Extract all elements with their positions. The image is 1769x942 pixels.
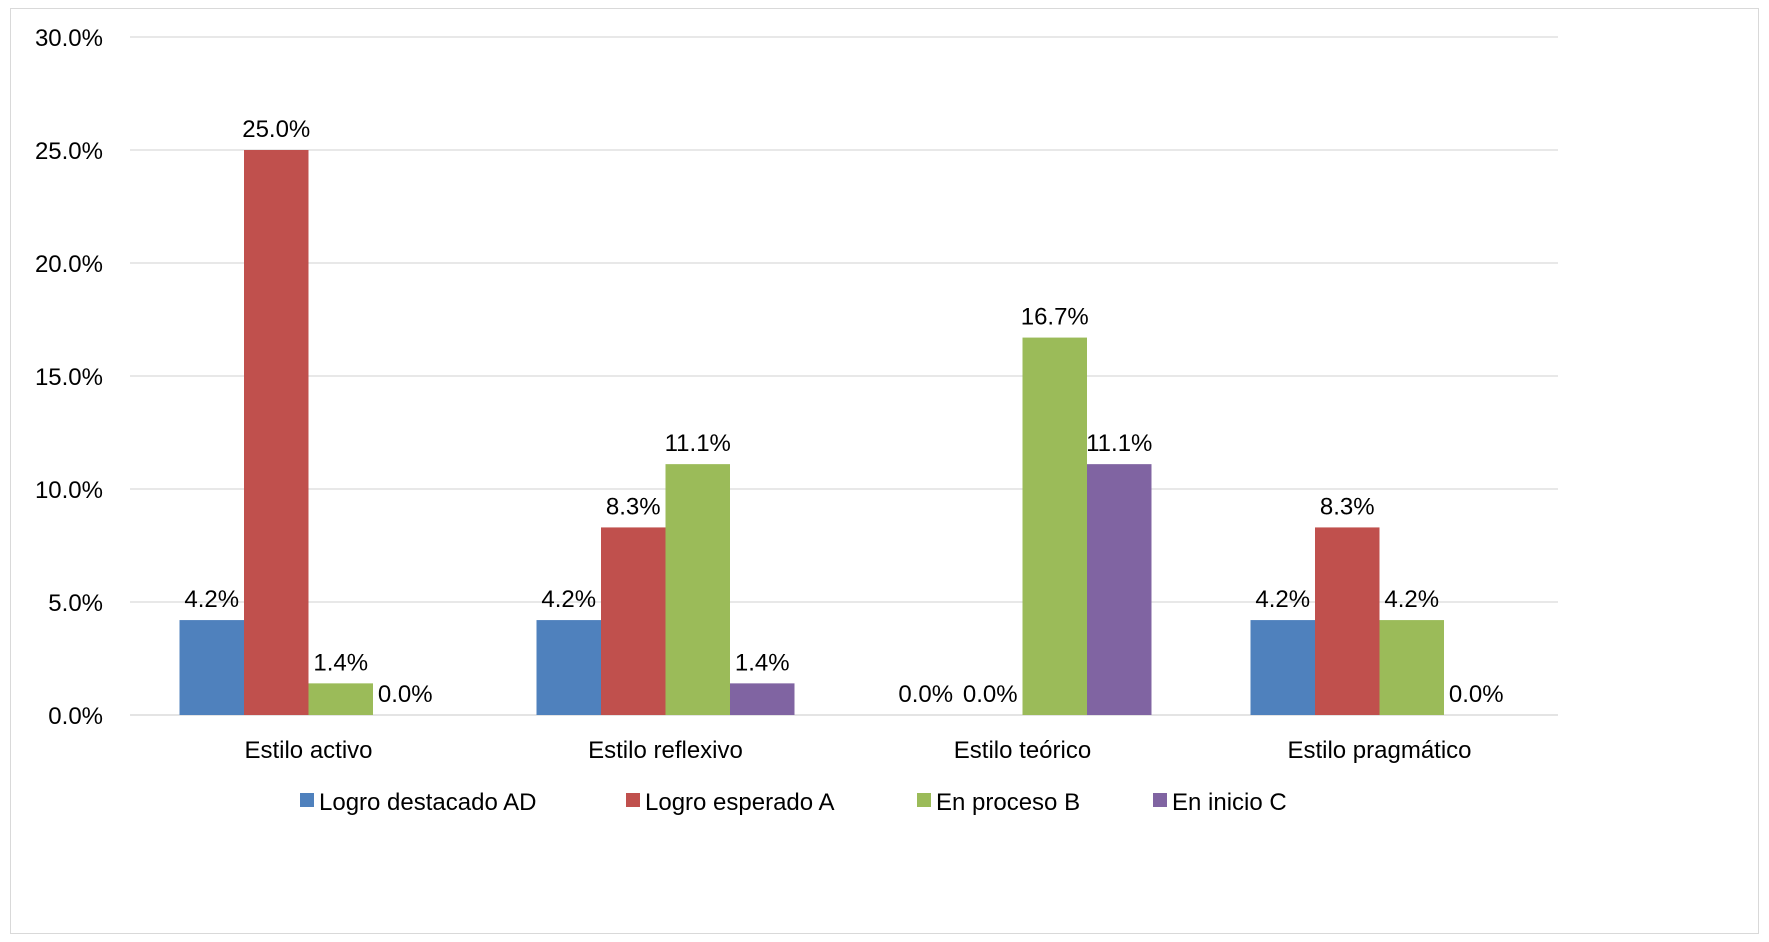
x-axis-tick-labels: Estilo activo Estilo reflexivo Estilo teór…: [244, 737, 1471, 764]
bar: [665, 464, 730, 715]
x-tick-label: Estilo activo: [244, 737, 372, 764]
y-tick-label: 0.0%: [48, 703, 103, 730]
legend-label: Logro esperado A: [645, 789, 834, 816]
y-tick-label: 20.0%: [35, 251, 103, 278]
data-labels: 4.2% 25.0% 1.4% 0.0% 4.2% 8.3% 11.1% 1.4% 0.0% 0.…: [184, 116, 1503, 708]
y-tick-label: 10.0%: [35, 477, 103, 504]
y-tick-label: 15.0%: [35, 364, 103, 391]
bar: [1087, 464, 1152, 715]
bar: [1315, 527, 1380, 715]
data-label: 0.0%: [963, 681, 1018, 708]
data-label: 11.1%: [1086, 430, 1152, 457]
y-tick-label: 5.0%: [48, 590, 103, 617]
data-label: 4.2%: [1384, 586, 1439, 613]
bar: [308, 683, 373, 715]
data-label: 16.7%: [1021, 304, 1089, 331]
data-label: 1.4%: [735, 649, 790, 676]
data-label: 4.2%: [1255, 586, 1310, 613]
legend-swatch: [626, 793, 640, 807]
data-label: 0.0%: [1449, 681, 1504, 708]
data-label: 0.0%: [378, 681, 433, 708]
bar: [601, 527, 666, 715]
legend: Logro destacado AD Logro esperado A En pro…: [300, 789, 1287, 816]
data-label: 25.0%: [242, 116, 310, 143]
bar: [179, 620, 244, 715]
data-label: 1.4%: [313, 649, 368, 676]
legend-label: En inicio C: [1172, 789, 1287, 816]
y-tick-label: 30.0%: [35, 25, 103, 52]
data-label: 4.2%: [184, 586, 239, 613]
legend-label: Logro destacado AD: [319, 789, 537, 816]
x-tick-label: Estilo teórico: [954, 737, 1091, 764]
bar: [536, 620, 601, 715]
data-label: 8.3%: [1320, 493, 1375, 520]
legend-swatch: [300, 793, 314, 807]
bar: [1379, 620, 1444, 715]
data-label: 8.3%: [606, 493, 661, 520]
bar: [244, 150, 309, 715]
x-tick-label: Estilo reflexivo: [588, 737, 743, 764]
bar: [1250, 620, 1315, 715]
data-label: 0.0%: [898, 681, 953, 708]
y-tick-label: 25.0%: [35, 138, 103, 165]
data-label: 4.2%: [541, 586, 596, 613]
bars: [179, 150, 1444, 715]
y-axis-tick-labels: 0.0% 5.0% 10.0% 15.0% 20.0% 25.0% 30.0%: [35, 25, 103, 730]
bar: [1022, 337, 1087, 715]
bar: [730, 683, 795, 715]
data-label: 11.1%: [665, 430, 731, 457]
legend-label: En proceso B: [936, 789, 1080, 816]
legend-swatch: [917, 793, 931, 807]
legend-swatch: [1153, 793, 1167, 807]
x-tick-label: Estilo pragmático: [1287, 737, 1471, 764]
